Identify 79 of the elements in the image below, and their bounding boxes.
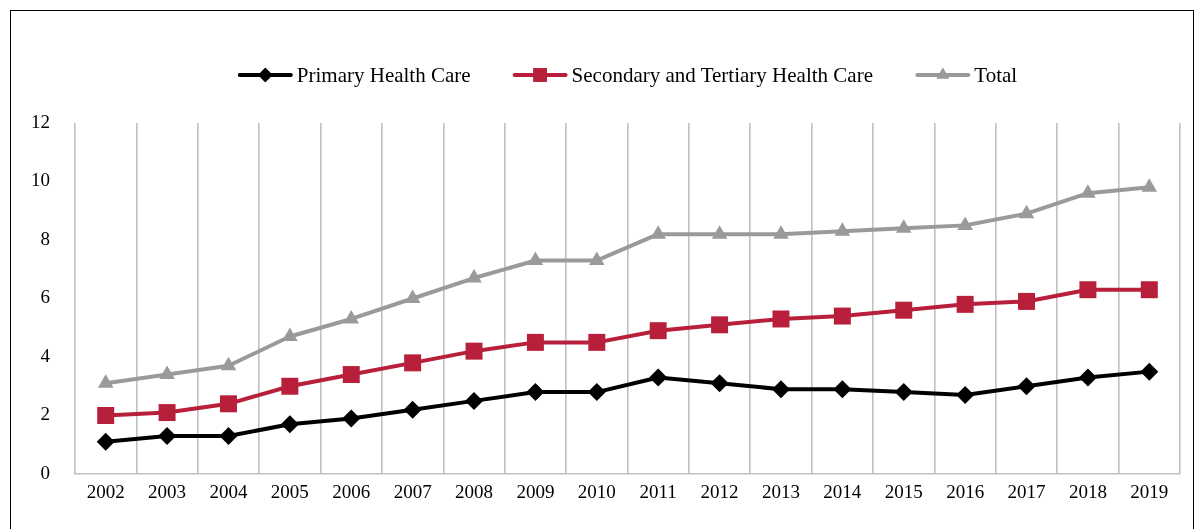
point	[771, 380, 790, 399]
point	[220, 356, 237, 371]
legend-label: Primary Health Care	[296, 62, 471, 87]
point	[465, 342, 483, 360]
point	[219, 426, 238, 445]
point	[956, 295, 974, 313]
point	[343, 309, 360, 324]
point	[282, 327, 298, 342]
point	[1017, 377, 1036, 396]
point	[526, 333, 544, 351]
x-tick-label: 2017	[1007, 481, 1046, 503]
x-tick-label: 2010	[577, 481, 616, 503]
point	[527, 251, 544, 265]
y-tick-label: 8	[40, 227, 50, 249]
x-tick-label: 2005	[270, 481, 309, 503]
point	[526, 383, 545, 402]
legend-label: Total	[974, 62, 1018, 87]
x-tick-label: 2009	[516, 481, 555, 503]
point	[96, 432, 115, 451]
point	[1018, 204, 1035, 219]
x-tick-label: 2008	[455, 481, 494, 503]
point	[589, 251, 605, 265]
point	[650, 225, 666, 239]
point	[404, 354, 422, 372]
point	[404, 289, 421, 303]
y-tick-label: 6	[40, 286, 50, 308]
x-tick-label: 2011	[639, 481, 677, 503]
point	[97, 407, 115, 424]
point	[1140, 281, 1158, 299]
y-tick-label: 10	[31, 169, 50, 191]
point	[465, 391, 484, 410]
y-tick-label: 12	[31, 110, 50, 132]
x-tick-label: 2003	[148, 481, 187, 503]
point	[773, 225, 789, 239]
point	[649, 368, 668, 387]
y-tick-label: 0	[40, 461, 50, 483]
point	[833, 380, 852, 399]
point	[895, 301, 913, 319]
point	[710, 374, 729, 393]
point	[711, 316, 729, 334]
point	[342, 409, 361, 428]
y-tick-label: 2	[40, 403, 50, 425]
x-tick-label: 2007	[393, 481, 432, 503]
x-tick-label: 2006	[332, 481, 371, 503]
point	[466, 269, 482, 283]
point	[772, 310, 790, 328]
point	[649, 322, 667, 340]
point	[1080, 184, 1096, 198]
point	[342, 366, 360, 384]
y-tick-label: 4	[40, 344, 51, 366]
x-tick-label: 2002	[86, 481, 125, 503]
point	[1141, 178, 1158, 192]
point	[1079, 281, 1097, 299]
point	[895, 219, 912, 233]
x-tick-label: 2013	[761, 481, 800, 503]
x-tick-label: 2004	[209, 481, 248, 503]
point	[1078, 368, 1097, 387]
x-tick-label: 2016	[946, 481, 985, 503]
x-tick-label: 2012	[700, 481, 739, 503]
point	[588, 333, 606, 351]
point	[957, 216, 973, 230]
point	[711, 225, 728, 239]
point	[1140, 362, 1159, 381]
point	[403, 400, 422, 419]
x-tick-label: 2014	[823, 481, 862, 503]
point	[280, 415, 299, 434]
x-tick-label: 2018	[1068, 481, 1107, 503]
point	[833, 307, 851, 325]
point	[956, 386, 975, 405]
point	[159, 365, 175, 380]
x-tick-label: 2015	[884, 481, 923, 503]
point	[834, 222, 851, 236]
point	[1018, 292, 1036, 310]
point	[281, 377, 299, 395]
legend-label: Secondary and Tertiary Health Care	[571, 62, 873, 87]
x-tick-label: 2019	[1130, 481, 1169, 503]
point	[894, 383, 913, 402]
point	[158, 404, 176, 422]
point	[219, 395, 237, 413]
